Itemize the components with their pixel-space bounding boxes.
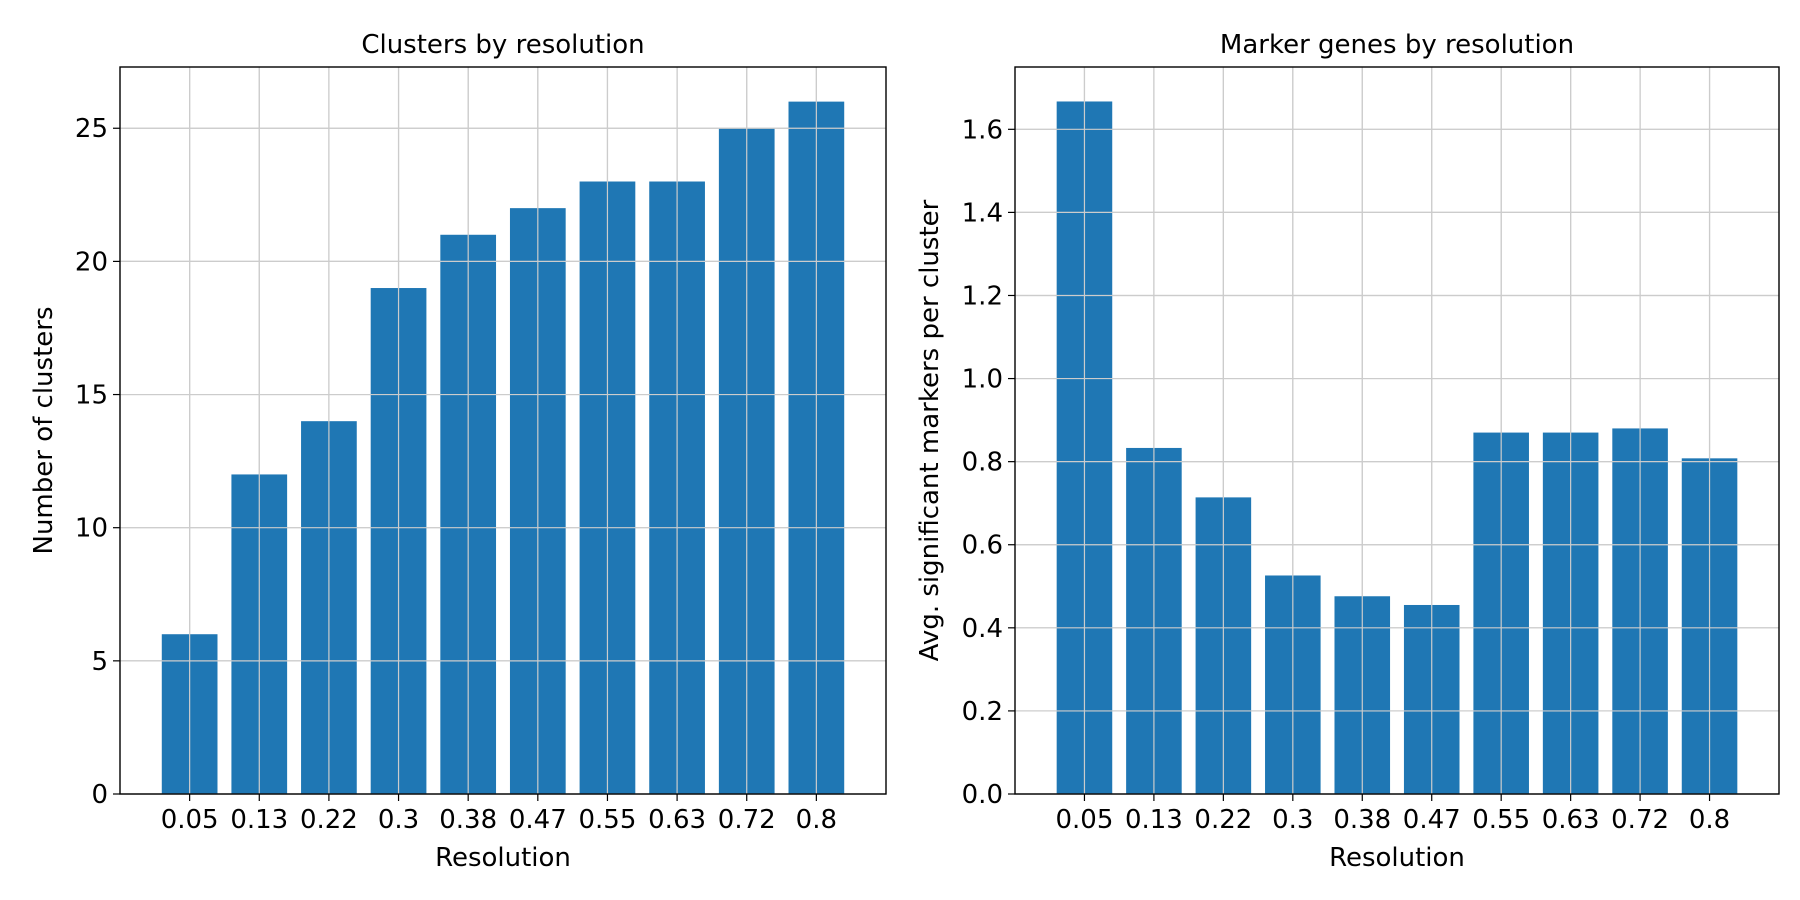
x-tick-label: 0.3 (378, 805, 419, 835)
y-tick-label: 15 (75, 381, 108, 411)
x-tick-label: 0.22 (1194, 805, 1252, 835)
plot-frame (119, 66, 887, 795)
y-tick-label: 0.6 (962, 531, 1003, 561)
x-tick-label: 0.47 (509, 805, 567, 835)
x-tick-label: 0.13 (230, 805, 288, 835)
x-tick-label: 0.38 (1333, 805, 1391, 835)
y-tick-label: 20 (75, 247, 108, 277)
y-tick-label: 1.0 (962, 365, 1003, 395)
x-axis-label: Resolution (1329, 843, 1465, 873)
chart-title: Clusters by resolution (361, 30, 644, 60)
y-tick-label: 0.0 (962, 780, 1003, 810)
x-tick-label: 0.05 (1056, 805, 1114, 835)
y-tick-label: 5 (91, 647, 108, 677)
x-tick-label: 0.05 (161, 805, 219, 835)
plot-frame (1014, 66, 1780, 795)
y-tick-label: 1.2 (962, 281, 1003, 311)
y-tick-label: 10 (75, 514, 108, 544)
bars (1015, 67, 1779, 795)
x-tick-label: 0.55 (1472, 805, 1530, 835)
y-tick-label: 0.8 (962, 448, 1003, 478)
y-axis-label: Number of clusters (29, 306, 59, 554)
x-tick-label: 0.22 (300, 805, 358, 835)
ticks: 0.0 0.2 0.4 0.6 0.8 1.0 1.2 1.4 1.6 0.05 0.13 0.22 0… (962, 115, 1731, 835)
chart-title: Marker genes by resolution (1220, 30, 1574, 60)
x-tick-label: 0.72 (1611, 805, 1669, 835)
marker-genes-chart: Marker genes by resolution 0.00.20.40.60… (915, 30, 1780, 873)
bars (120, 67, 886, 795)
x-tick-label: 0.63 (648, 805, 706, 835)
x-tick-label: 0.55 (579, 805, 637, 835)
x-tick-label: 0.3 (1272, 805, 1313, 835)
y-tick-label: 1.4 (962, 198, 1003, 228)
x-tick-label: 0.63 (1542, 805, 1600, 835)
y-tick-label: 0.4 (962, 614, 1003, 644)
y-tick-label: 0.2 (962, 697, 1003, 727)
x-tick-label: 0.38 (439, 805, 497, 835)
y-tick-label: 0 (91, 780, 108, 810)
y-axis-label: Avg. significant markers per cluster (915, 199, 945, 661)
clusters-chart: Clusters by resolution 0 5 10 15 20 25 0.05 0.1… (29, 30, 887, 873)
ticks: 0 5 10 15 20 25 0.05 0.13 0.22 0.3 0.38 0.47 0.55 0.6… (75, 114, 837, 835)
y-tick-label: 25 (75, 114, 108, 144)
x-tick-label: 0.8 (796, 805, 837, 835)
x-tick-label: 0.8 (1689, 805, 1730, 835)
y-tick-label: 1.6 (962, 115, 1003, 145)
x-axis-label: Resolution (435, 843, 571, 873)
x-tick-label: 0.13 (1125, 805, 1183, 835)
x-tick-label: 0.72 (718, 805, 776, 835)
x-tick-label: 0.47 (1403, 805, 1461, 835)
